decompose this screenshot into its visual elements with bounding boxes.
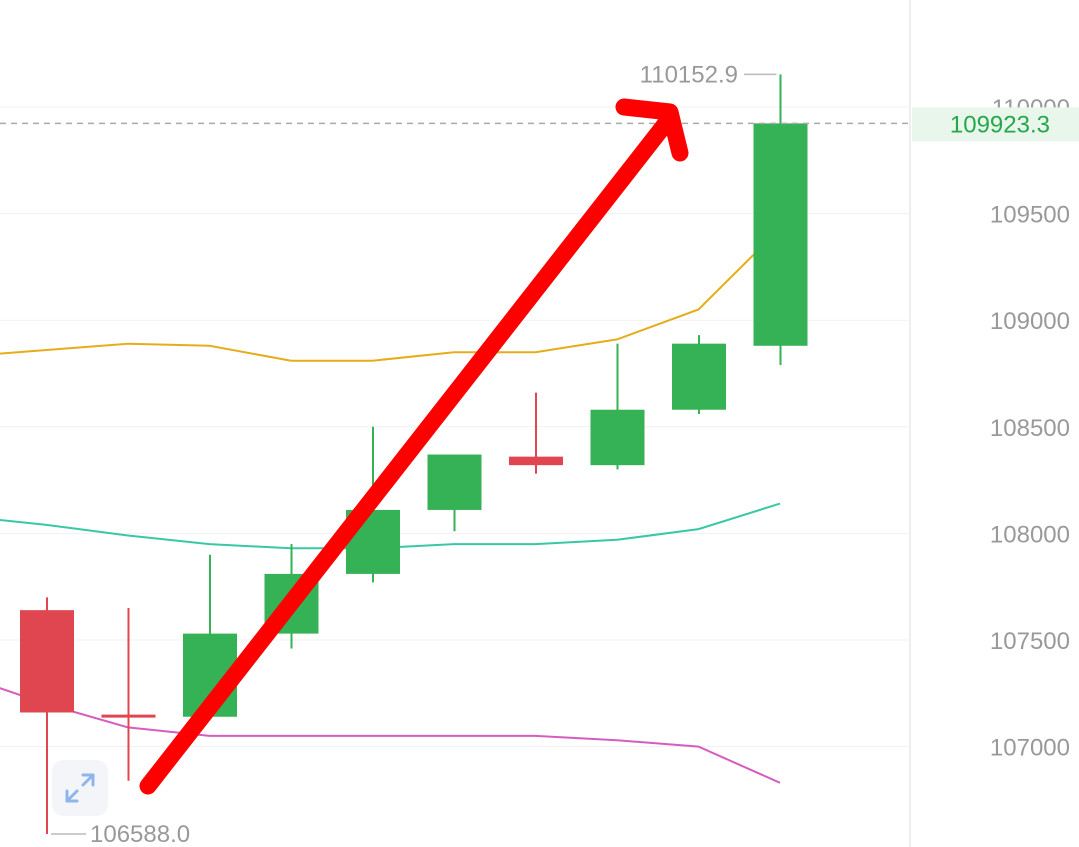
candles xyxy=(20,74,808,835)
y-tick-label: 108000 xyxy=(990,521,1070,548)
upper-band-line xyxy=(0,227,781,362)
candle xyxy=(509,392,563,474)
y-tick-label: 107000 xyxy=(990,735,1070,762)
current-price-tag-bg xyxy=(912,107,1079,142)
candle xyxy=(753,74,808,365)
trend-arrow-shaft xyxy=(139,109,679,795)
low-price-label: 106588.0 xyxy=(90,821,190,847)
candle-body xyxy=(20,610,74,713)
y-tick-label: 109500 xyxy=(990,202,1070,229)
candle xyxy=(101,608,156,781)
candle xyxy=(20,597,74,835)
extreme-labels: 110152.9 106588.0 xyxy=(51,61,777,847)
candle-body xyxy=(101,714,156,718)
candle-body xyxy=(672,343,726,410)
lower-band-line xyxy=(0,687,781,784)
candle xyxy=(672,335,726,415)
expand-arrows-icon xyxy=(65,773,95,803)
trend-arrow xyxy=(139,98,689,795)
y-tick-label: 107500 xyxy=(990,628,1070,655)
candle xyxy=(590,343,645,470)
y-tick-label: 108500 xyxy=(990,415,1070,442)
candle-body xyxy=(427,454,482,510)
expand-chart-button[interactable] xyxy=(52,760,108,816)
current-price-value: 109923.3 xyxy=(950,111,1050,138)
candle-body xyxy=(753,123,808,346)
current-price-tag: 109923.3 xyxy=(912,107,1079,142)
trend-arrow-head xyxy=(615,98,689,162)
high-price-label: 110152.9 xyxy=(640,61,738,88)
bollinger-bands xyxy=(0,227,781,784)
candle-body xyxy=(509,456,563,466)
candle-body xyxy=(590,409,645,466)
y-tick-label: 109000 xyxy=(990,308,1070,335)
candle xyxy=(427,454,482,532)
